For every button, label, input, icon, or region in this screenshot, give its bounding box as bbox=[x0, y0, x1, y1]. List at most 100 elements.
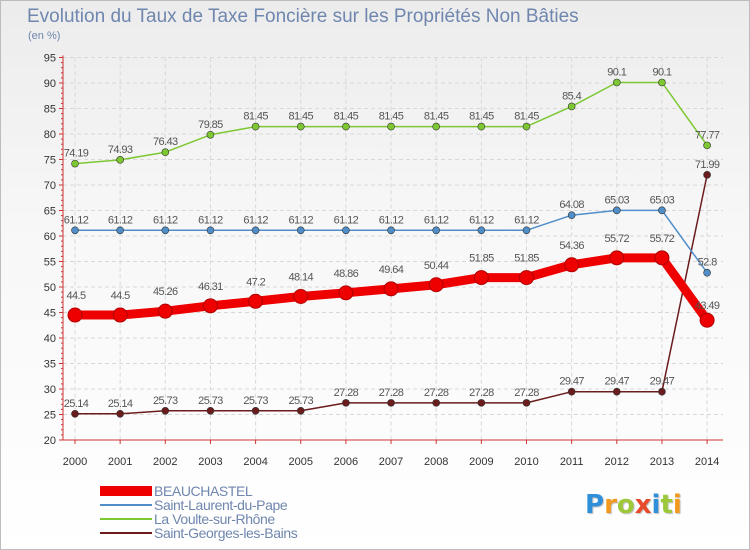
legend-label-saint-georges-les-bains: Saint-Georges-les-Bains bbox=[154, 525, 298, 541]
data-point bbox=[432, 399, 441, 407]
data-point bbox=[567, 387, 576, 396]
data-point bbox=[567, 211, 576, 219]
legend-swatch-beauchastel bbox=[100, 486, 152, 496]
data-label: 51.85 bbox=[514, 253, 539, 265]
data-point bbox=[251, 122, 260, 131]
data-label: 61.12 bbox=[379, 214, 404, 226]
data-point bbox=[161, 226, 170, 235]
data-label: 61.12 bbox=[514, 214, 539, 226]
x-tick-label: 2004 bbox=[243, 456, 267, 468]
x-tick-label: 2008 bbox=[424, 456, 448, 468]
data-point bbox=[206, 406, 215, 415]
data-label: 79.85 bbox=[198, 119, 223, 131]
data-point bbox=[567, 102, 576, 111]
x-tick-label: 2007 bbox=[379, 456, 403, 468]
data-point bbox=[296, 226, 305, 235]
data-label: 55.72 bbox=[605, 233, 630, 245]
y-tick-label: 65 bbox=[44, 206, 56, 218]
data-label: 44.5 bbox=[66, 290, 85, 302]
data-label: 81.45 bbox=[514, 111, 539, 123]
data-label: 46.31 bbox=[198, 281, 223, 293]
data-point bbox=[387, 226, 395, 235]
data-point bbox=[654, 250, 670, 266]
data-label: 27.28 bbox=[469, 387, 494, 399]
data-label: 27.28 bbox=[334, 387, 359, 399]
data-label: 64.08 bbox=[559, 199, 584, 211]
data-point bbox=[161, 148, 170, 157]
y-tick-label: 25 bbox=[44, 410, 56, 422]
data-point bbox=[564, 257, 580, 273]
x-tick-label: 2013 bbox=[650, 456, 674, 468]
data-label: 61.12 bbox=[288, 214, 313, 226]
y-tick-label: 90 bbox=[44, 78, 56, 90]
data-point bbox=[116, 409, 124, 418]
data-point bbox=[477, 226, 486, 235]
logo-letter: x bbox=[634, 490, 652, 520]
data-label: 48.14 bbox=[288, 271, 313, 283]
data-point bbox=[612, 387, 621, 396]
data-label: 74.19 bbox=[64, 148, 89, 160]
data-point bbox=[342, 399, 350, 407]
proxiti-logo: Proxiti bbox=[585, 490, 682, 520]
y-tick-label: 30 bbox=[44, 384, 56, 396]
data-point bbox=[293, 288, 309, 304]
y-tick-label: 70 bbox=[44, 180, 56, 192]
data-point bbox=[428, 277, 444, 293]
data-label: 65.03 bbox=[650, 194, 675, 206]
logo-letter: r bbox=[604, 490, 617, 520]
data-point bbox=[432, 226, 441, 235]
data-label: 74.93 bbox=[108, 144, 133, 156]
data-point bbox=[699, 312, 715, 328]
y-tick-label: 35 bbox=[44, 359, 56, 371]
data-label: 77.77 bbox=[695, 129, 720, 141]
x-tick-label: 2001 bbox=[108, 456, 132, 468]
data-point bbox=[296, 122, 305, 131]
y-tick-label: 85 bbox=[44, 104, 56, 116]
data-label: 90.1 bbox=[652, 66, 671, 78]
y-tick-label: 50 bbox=[44, 282, 56, 294]
data-label: 29.47 bbox=[559, 376, 584, 388]
data-label: 61.12 bbox=[108, 214, 133, 226]
data-label: 81.45 bbox=[469, 111, 494, 123]
data-point bbox=[432, 122, 441, 131]
data-label: 71.99 bbox=[695, 159, 720, 171]
x-tick-label: 2006 bbox=[334, 456, 358, 468]
legend-label-beauchastel: BEAUCHASTEL bbox=[154, 483, 253, 499]
data-point bbox=[522, 399, 531, 407]
data-point bbox=[161, 406, 170, 415]
data-label: 45.26 bbox=[153, 286, 178, 298]
data-label: 61.12 bbox=[243, 214, 268, 226]
data-point bbox=[112, 307, 128, 323]
y-tick-label: 95 bbox=[44, 53, 56, 65]
data-point bbox=[116, 156, 124, 164]
data-label: 44.5 bbox=[111, 290, 130, 302]
x-tick-label: 2009 bbox=[469, 456, 493, 468]
data-point bbox=[71, 409, 79, 418]
axes: 20 25 30 35 40 45 50 55 60 65 70 75 80 85 90 95 2000 2001… bbox=[44, 53, 723, 468]
legend-swatch-saint-georges-les-bains bbox=[100, 532, 152, 534]
data-label: 27.28 bbox=[379, 387, 404, 399]
legend-label-saint-laurent-du-pape: Saint-Laurent-du-Pape bbox=[154, 497, 288, 513]
data-label: 29.47 bbox=[605, 376, 630, 388]
legend-swatch-saint-laurent-du-pape bbox=[100, 504, 152, 506]
data-label: 25.14 bbox=[64, 398, 89, 410]
x-tick-label: 2003 bbox=[198, 456, 222, 468]
y-tick-label: 75 bbox=[44, 155, 56, 167]
data-label: 25.73 bbox=[243, 395, 268, 407]
data-point bbox=[473, 270, 489, 286]
data-label: 76.43 bbox=[153, 136, 178, 148]
series-lines bbox=[67, 78, 715, 418]
data-point bbox=[71, 226, 79, 235]
data-label: 61.12 bbox=[424, 214, 449, 226]
data-point bbox=[703, 268, 711, 277]
y-tick-label: 80 bbox=[44, 129, 56, 141]
data-point bbox=[612, 78, 621, 87]
logo-letter: P bbox=[585, 490, 605, 520]
data-point bbox=[157, 303, 173, 319]
data-label: 25.14 bbox=[108, 398, 133, 410]
data-label: 81.45 bbox=[334, 111, 359, 123]
data-label: 43.49 bbox=[695, 300, 720, 312]
data-point bbox=[477, 122, 486, 131]
